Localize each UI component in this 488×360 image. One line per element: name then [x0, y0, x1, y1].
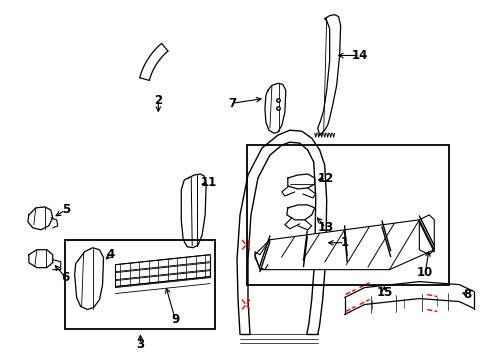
- Polygon shape: [140, 44, 168, 80]
- Bar: [64, 240, 215, 329]
- Text: 13: 13: [317, 221, 333, 234]
- Polygon shape: [29, 250, 53, 268]
- Polygon shape: [237, 130, 326, 334]
- Text: 15: 15: [375, 286, 392, 299]
- Text: 1: 1: [340, 236, 348, 249]
- Text: 7: 7: [227, 97, 236, 110]
- Polygon shape: [287, 174, 314, 189]
- Polygon shape: [181, 174, 206, 248]
- Text: 9: 9: [171, 313, 179, 326]
- Polygon shape: [286, 205, 314, 220]
- Polygon shape: [28, 207, 53, 230]
- Text: 12: 12: [317, 171, 333, 185]
- Text: 2: 2: [154, 94, 162, 107]
- Polygon shape: [317, 15, 340, 135]
- Text: 14: 14: [351, 49, 367, 62]
- Polygon shape: [75, 248, 103, 310]
- Polygon shape: [254, 220, 433, 270]
- Text: 4: 4: [106, 248, 114, 261]
- Bar: [246, 145, 448, 285]
- Text: 11: 11: [201, 176, 217, 189]
- Text: 6: 6: [61, 271, 70, 284]
- Polygon shape: [264, 84, 285, 133]
- Text: 8: 8: [462, 288, 470, 301]
- Text: 5: 5: [61, 203, 70, 216]
- Text: 3: 3: [136, 338, 144, 351]
- Polygon shape: [344, 282, 473, 315]
- Text: 10: 10: [416, 266, 432, 279]
